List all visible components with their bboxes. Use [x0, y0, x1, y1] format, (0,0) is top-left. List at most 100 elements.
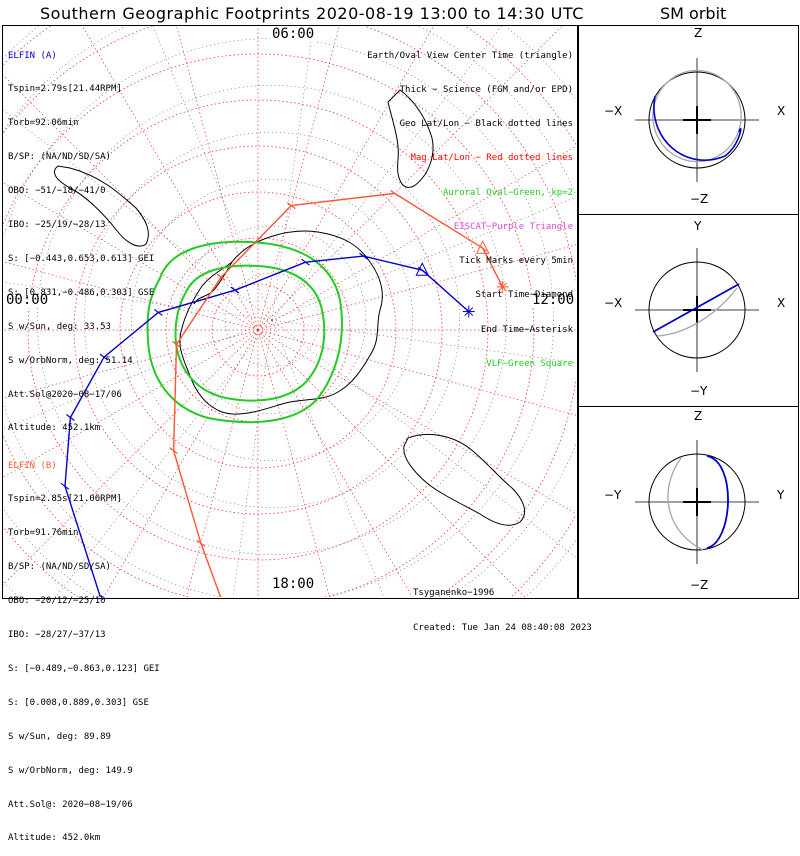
sm-orbit-xz-panel [635, 58, 759, 182]
elfin-a-line: Tspin=2.79s[21.44RPM] [8, 84, 122, 95]
mag-longitude-line [3, 74, 259, 331]
mag-longitude-line [82, 26, 259, 331]
elfin-a-line: Altitude: 452.1km [8, 423, 101, 434]
footprint-tick-mark [359, 252, 368, 260]
mag-longitude-line [257, 329, 576, 416]
local-time-label-06: 06:00 [270, 26, 317, 42]
footprint-tick-mark [230, 286, 240, 294]
australia-coastline [403, 434, 525, 526]
legend-item: End Time−Asterisk [480, 324, 573, 335]
mag-longitude-line [257, 26, 340, 331]
view-center-triangle [415, 262, 430, 276]
local-time-label-18: 18:00 [270, 576, 317, 592]
legend-item: Earth/Oval View Center Time (triangle) [367, 50, 573, 61]
sm2-top-label: Y [694, 219, 702, 233]
sm2-right-label: X [777, 296, 786, 310]
elfin-b-line: B/SP: (NA/ND/SD/SA) [8, 562, 111, 573]
auroral-oval [146, 240, 343, 424]
geo-latitude-circle [84, 132, 460, 508]
mag-longitude-line [257, 329, 526, 597]
view-center-triangle [475, 240, 490, 254]
mag-longitude-line [176, 26, 259, 331]
elfin-a-line: S: [−0.443,0.653,0.613] GEI [8, 253, 155, 264]
end-time-asterisk [498, 282, 507, 292]
elfin-b-orbit [667, 457, 704, 551]
elfin-b-line: OBO: −20/12/−25/10 [8, 596, 106, 607]
mag-latitude-circle [27, 99, 489, 561]
legend-item: Tick Marks every 5min [459, 256, 573, 267]
geo-latitude-circle [3, 38, 554, 597]
mag-latitude-circle [211, 283, 305, 377]
elfin-b-line: Att.Sol@: 2020−08−19/06 [8, 799, 133, 810]
footprint-trace [64, 255, 470, 597]
mag-latitude-circle [119, 191, 397, 469]
footprint-tick-mark [172, 340, 181, 348]
sm3-top-label: Z [694, 409, 703, 423]
legend-item: Thick − Science (FGM and/or EPD) [399, 85, 573, 96]
elfin-b-line: Altitude: 452.0km [8, 833, 101, 844]
legend-item: EISCAT−Purple Triangle [453, 221, 573, 232]
elfin-a-name: ELFIN (A) [8, 50, 57, 61]
sm3-bottom-label: −Z [690, 578, 709, 592]
legend-item: Start Time−Diamond [475, 290, 573, 301]
footprint-tick-mark [216, 273, 226, 281]
elfin-a-line: S w/OrbNorm, deg: 51.14 [8, 355, 133, 366]
elfin-a-info: ELFIN (A) Tspin=2.79s[21.44RPM] Torb=92.… [8, 28, 154, 446]
geo-longitude-line [271, 319, 576, 364]
created-timestamp: Created: Tue Jan 24 08:40:08 2023 [413, 622, 592, 633]
footprint-tick-mark [99, 353, 109, 361]
footprint-tick-mark [196, 539, 206, 547]
sm-orbit-panels [578, 25, 799, 599]
legend-item: Geo Lat/Lon − Black dotted lines [399, 119, 573, 130]
geo-latitude-circle [37, 85, 507, 555]
sm2-left-label: −X [604, 296, 623, 310]
geo-longitude-line [232, 319, 273, 597]
geo-longitude-line [271, 319, 385, 597]
local-time-label-00: 00:00 [4, 292, 51, 308]
elfin-a-line: Torb=92.06min [8, 118, 79, 129]
mag-longitude-line [257, 329, 413, 597]
elfin-a-orbit [706, 455, 729, 549]
footprint-tick-mark [169, 447, 178, 455]
elfin-a-orbit [653, 95, 742, 161]
sm-orbit-xy-panel [635, 248, 759, 372]
elfin-b-line: S w/OrbNorm, deg: 149.9 [8, 765, 133, 776]
mag-longitude-line [257, 329, 330, 597]
sm-orbit-yz-panel [635, 440, 759, 564]
mag-longitude-line [257, 244, 576, 331]
legend-item: VLF−Green Square [486, 358, 573, 369]
mag-longitude-line [3, 329, 259, 586]
sm-panel-divider [578, 406, 799, 407]
elfin-a-line: S: [0.831,−0.486,0.303] GSE [8, 287, 155, 298]
africa-coastline [387, 89, 434, 188]
sm3-left-label: −Y [604, 488, 622, 502]
elfin-b-line: Torb=91.76min [8, 528, 79, 539]
sm-orbit-title: SM orbit [660, 4, 727, 23]
elfin-b-line: S: [0.008,0.889,0.303] GSE [8, 697, 149, 708]
elfin-b-name: ELFIN (B) [8, 460, 57, 471]
geo-longitude-line [152, 26, 273, 321]
sm1-right-label: X [777, 104, 786, 118]
antarctica-coastline [179, 230, 383, 415]
elfin-b-orbit [656, 287, 738, 337]
sm3-right-label: Y [777, 488, 785, 502]
footprint-tick-mark [60, 482, 70, 490]
geo-longitude-line [3, 109, 273, 321]
mag-longitude-line [3, 261, 259, 331]
geo-longitude-line [271, 26, 314, 321]
geo-longitude-line [3, 319, 273, 430]
sm-panel-divider [578, 214, 799, 215]
legend-item: Mag Lat/Lon − Red dotted lines [410, 153, 573, 164]
sm1-top-label: Z [694, 26, 703, 40]
plot-canvas [3, 26, 759, 597]
geo-longitude-line [271, 196, 576, 321]
elfin-b-line: S: [−0.489,−0.863,0.123] GEI [8, 663, 160, 674]
mag-longitude-line [257, 145, 576, 331]
mag-longitude-line [257, 329, 576, 515]
mag-longitude-line [257, 26, 434, 331]
chart-title: Southern Geographic Footprints 2020-08-1… [40, 4, 584, 23]
footprint-tick-mark [66, 414, 75, 421]
credit-block: Tsyganenko−1996 Created: Tue Jan 24 08:4… [413, 565, 592, 646]
footprint-tick-mark [301, 258, 310, 266]
legend-item: Auroral Oval−Green, kp=2 [442, 187, 573, 198]
